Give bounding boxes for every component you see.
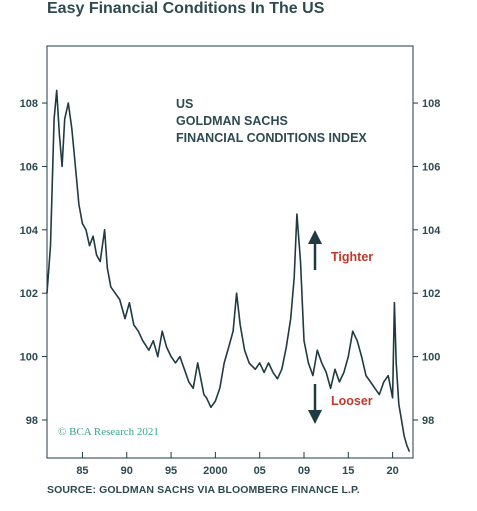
- up-arrow-icon: [308, 230, 322, 270]
- x-tick-label: 90: [121, 465, 133, 477]
- y-tick-label-right: 108: [422, 98, 440, 110]
- x-tick-label: 20: [386, 465, 398, 477]
- y-tick-label-right: 104: [422, 225, 441, 237]
- y-tick-label-right: 102: [422, 288, 440, 300]
- x-tick-label: 85: [76, 465, 88, 477]
- annotation-looser: Looser: [331, 394, 373, 408]
- y-tick-label-left: 102: [20, 288, 38, 300]
- chart-title-line-2: GOLDMAN SACHS: [176, 114, 288, 128]
- chart-title-line-3: FINANCIAL CONDITIONS INDEX: [176, 131, 367, 145]
- y-tick-label-left: 106: [20, 161, 38, 173]
- y-tick-label-left: 104: [20, 225, 39, 237]
- right-y-axis: 98 100 102 104 106 108: [413, 98, 441, 427]
- x-tick-label: 09: [298, 465, 310, 477]
- left-y-axis: 98 100 102 104 106 108: [20, 98, 47, 427]
- y-tick-label-right: 106: [422, 161, 440, 173]
- x-tick-label: 2000: [203, 465, 227, 477]
- y-tick-label-right: 100: [422, 352, 440, 364]
- y-tick-label-left: 98: [26, 415, 38, 427]
- credit-text: © BCA Research 2021: [58, 426, 159, 438]
- x-tick-label: 05: [254, 465, 266, 477]
- x-tick-label: 95: [165, 465, 177, 477]
- x-tick-label: 15: [342, 465, 354, 477]
- x-axis: 85 90 95 2000 05 09 15 20: [76, 452, 399, 477]
- down-arrow-icon: [308, 384, 322, 424]
- source-note: SOURCE: GOLDMAN SACHS VIA BLOOMBERG FINA…: [47, 484, 360, 496]
- annotation-tighter: Tighter: [331, 250, 373, 264]
- plot-frame: [46, 45, 414, 459]
- page-title: Easy Financial Conditions In The US: [47, 0, 325, 17]
- y-tick-label-left: 100: [20, 352, 38, 364]
- y-tick-label-right: 98: [422, 415, 434, 427]
- series-line: [46, 89, 411, 453]
- y-tick-label-left: 108: [20, 98, 38, 110]
- chart-title-line-1: US: [176, 97, 193, 111]
